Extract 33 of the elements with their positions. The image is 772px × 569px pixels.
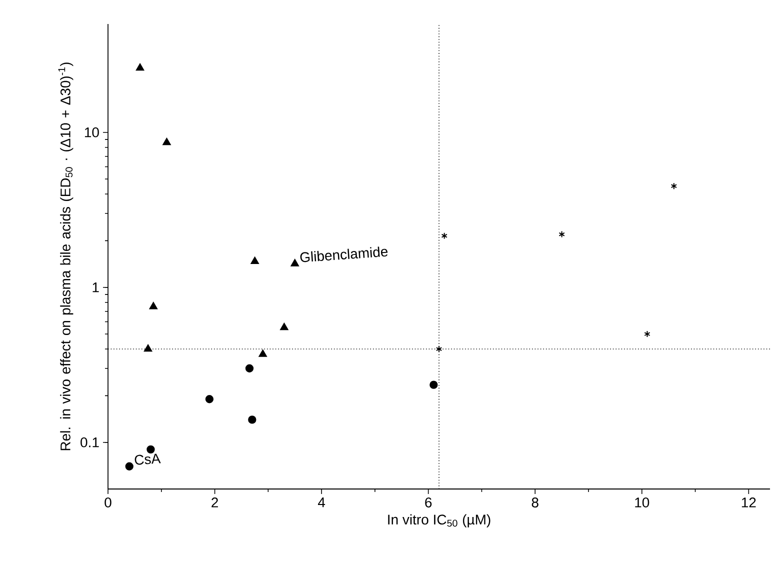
x-tick-label: 6	[425, 498, 432, 508]
point	[670, 182, 677, 190]
point	[430, 380, 438, 389]
x-tick-label: 2	[212, 498, 218, 508]
point	[144, 344, 152, 352]
point	[149, 302, 158, 310]
point	[205, 395, 214, 404]
point	[162, 138, 171, 146]
x-tick-label: 8	[532, 498, 538, 508]
x-tick-label: 0	[104, 498, 112, 508]
y-axis-title: Rel. in vivo effect on plasma bile acids (ED$_{50}$ · (Δ10 + Δ30)$^{-1}$)	[58, 62, 74, 450]
point	[558, 230, 565, 238]
y-tick-label: 10	[84, 127, 99, 138]
point	[125, 462, 134, 470]
x-tick-label: 10	[635, 498, 650, 508]
annotation: CsA	[134, 454, 161, 465]
point	[136, 63, 144, 71]
annotation: Glibenclamide	[300, 246, 388, 262]
point	[280, 322, 288, 330]
point	[258, 350, 267, 357]
point	[441, 232, 448, 240]
point	[290, 259, 299, 266]
y-tick-label: 1	[92, 282, 99, 292]
x-tick-label: 12	[742, 498, 756, 508]
point	[146, 445, 155, 454]
point	[245, 364, 254, 372]
point	[250, 256, 259, 264]
x-tick-label: 4	[318, 498, 326, 508]
y-tick-label: 0.1	[80, 437, 99, 448]
point	[644, 330, 650, 338]
point	[248, 416, 256, 424]
x-axis-title: In vitro IC$_{50}$ (µM)	[388, 514, 490, 528]
point	[436, 346, 442, 353]
